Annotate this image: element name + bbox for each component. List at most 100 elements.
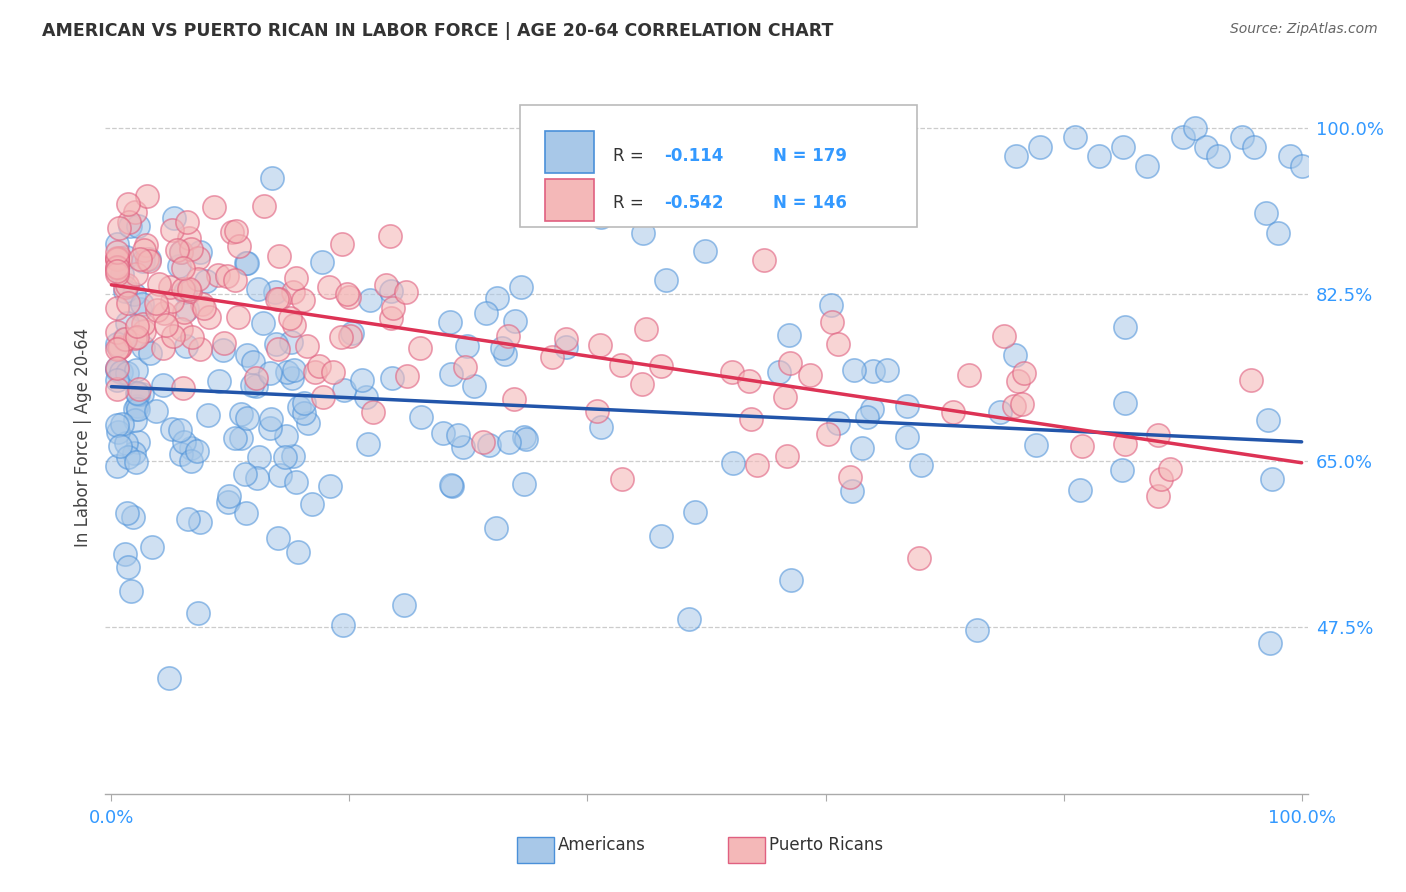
- Point: [124, 331, 146, 345]
- Point: [447, 427, 470, 442]
- Text: N = 146: N = 146: [773, 194, 846, 212]
- Point: [105, 336, 128, 351]
- Point: [678, 612, 700, 626]
- Point: [110, 251, 132, 265]
- Point: [1070, 439, 1092, 453]
- Point: [111, 417, 134, 432]
- Point: [162, 329, 184, 343]
- Point: [768, 365, 790, 379]
- Point: [297, 416, 319, 430]
- Point: [1257, 413, 1279, 427]
- Point: [693, 244, 716, 258]
- Point: [1291, 159, 1313, 173]
- Point: [292, 406, 315, 420]
- Point: [1114, 396, 1136, 410]
- Point: [1159, 462, 1181, 476]
- Point: [235, 506, 257, 520]
- Point: [274, 450, 297, 465]
- Point: [311, 255, 333, 269]
- Point: [274, 428, 297, 442]
- Point: [817, 427, 839, 442]
- Text: Americans: Americans: [558, 836, 647, 855]
- Point: [110, 365, 132, 379]
- Point: [136, 189, 159, 203]
- Point: [505, 314, 527, 328]
- Point: [1239, 373, 1261, 387]
- Point: [844, 363, 866, 377]
- Text: -0.542: -0.542: [665, 194, 724, 212]
- Point: [515, 432, 537, 446]
- Point: [1278, 149, 1301, 163]
- Point: [138, 254, 160, 268]
- Point: [153, 306, 176, 320]
- Point: [138, 252, 160, 266]
- Point: [226, 310, 249, 325]
- Point: [211, 343, 233, 358]
- Point: [318, 280, 340, 294]
- Point: [332, 618, 354, 632]
- Point: [1254, 206, 1277, 220]
- Point: [555, 332, 578, 346]
- Point: [633, 227, 655, 241]
- Point: [128, 382, 150, 396]
- Point: [187, 606, 209, 620]
- Point: [114, 332, 136, 346]
- Point: [288, 400, 311, 414]
- Point: [1112, 140, 1135, 154]
- Point: [169, 424, 191, 438]
- Point: [392, 598, 415, 612]
- Point: [1005, 149, 1028, 163]
- Point: [160, 222, 183, 236]
- Point: [827, 336, 849, 351]
- Point: [860, 401, 883, 416]
- Point: [141, 540, 163, 554]
- Point: [231, 407, 253, 421]
- Point: [236, 410, 259, 425]
- Point: [108, 439, 131, 453]
- Point: [215, 268, 238, 283]
- Point: [129, 252, 152, 267]
- Point: [509, 280, 531, 294]
- Point: [173, 305, 195, 319]
- Point: [148, 277, 170, 291]
- Point: [124, 402, 146, 417]
- Point: [188, 515, 211, 529]
- Point: [145, 295, 167, 310]
- Point: [105, 252, 128, 266]
- Point: [339, 328, 361, 343]
- Point: [491, 341, 513, 355]
- Point: [475, 306, 498, 320]
- Point: [278, 311, 301, 326]
- Point: [127, 330, 149, 344]
- Point: [1011, 397, 1033, 411]
- Point: [876, 363, 898, 377]
- Point: [167, 259, 190, 273]
- Point: [115, 250, 138, 264]
- Point: [297, 339, 319, 353]
- Point: [486, 291, 509, 305]
- Point: [173, 434, 195, 449]
- Text: R =: R =: [613, 194, 644, 212]
- Point: [820, 298, 842, 312]
- Point: [114, 547, 136, 561]
- Point: [280, 335, 302, 350]
- Point: [1147, 489, 1170, 503]
- Point: [1243, 140, 1265, 154]
- Point: [115, 506, 138, 520]
- Point: [827, 416, 849, 430]
- Point: [110, 340, 132, 354]
- Point: [224, 273, 246, 287]
- Point: [179, 282, 201, 296]
- Text: AMERICAN VS PUERTO RICAN IN LABOR FORCE | AGE 20-64 CORRELATION CHART: AMERICAN VS PUERTO RICAN IN LABOR FORCE …: [42, 22, 834, 40]
- Point: [1195, 140, 1218, 154]
- Point: [176, 301, 198, 316]
- Point: [225, 224, 247, 238]
- Point: [145, 302, 167, 317]
- Point: [773, 391, 796, 405]
- Point: [409, 410, 432, 425]
- Point: [1150, 472, 1173, 486]
- Point: [380, 285, 402, 299]
- Point: [105, 244, 128, 259]
- Point: [122, 509, 145, 524]
- Point: [114, 285, 136, 299]
